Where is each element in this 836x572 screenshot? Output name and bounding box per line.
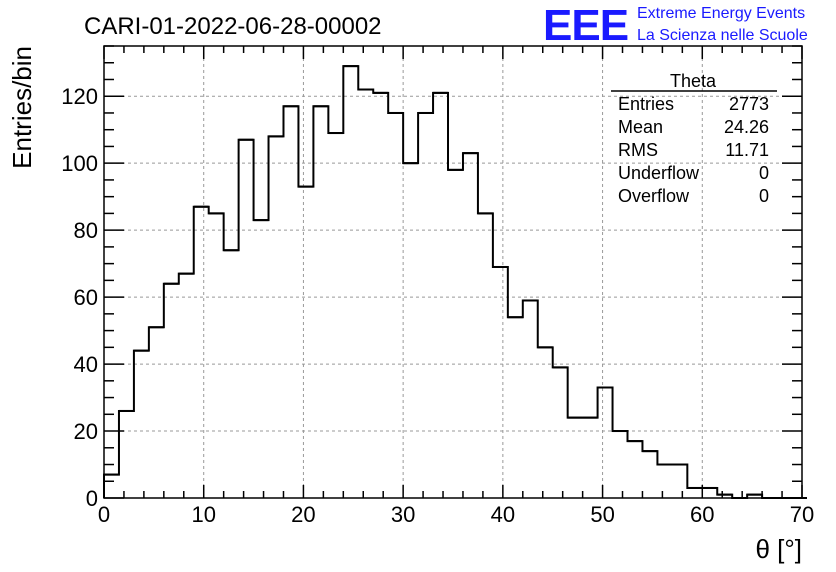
stats-label: Overflow (618, 186, 690, 206)
y-tick-label: 0 (86, 486, 98, 511)
stats-value: 24.26 (724, 117, 769, 137)
y-tick-label: 80 (74, 218, 98, 243)
plot-frame (103, 45, 803, 499)
x-axis-label: θ [°] (755, 534, 802, 564)
y-tick-label: 40 (74, 352, 98, 377)
stats-value: 0 (759, 163, 769, 183)
histogram-outline (103, 65, 807, 499)
logo-line-2: La Scienza nelle Scuole (637, 27, 808, 44)
stats-label: Underflow (618, 163, 700, 183)
x-tick-label: 40 (491, 502, 515, 527)
x-tick-label: 20 (291, 502, 315, 527)
x-tick-label: 10 (191, 502, 215, 527)
stats-value: 2773 (729, 94, 769, 114)
y-tick-labels: 0 20 40 60 80 100 120 (61, 84, 98, 511)
eee-logo: EEE Extreme Energy Events La Scienza nel… (543, 1, 808, 50)
x-tick-label: 30 (391, 502, 415, 527)
stats-box: Theta Entries 2773 Mean 24.26 RMS 11.71 Underf… (611, 71, 777, 206)
y-tick-label: 60 (74, 285, 98, 310)
logo-line-1: Extreme Energy Events (637, 5, 805, 22)
axis-ticks (103, 45, 803, 499)
stats-value: 11.71 (725, 140, 769, 160)
logo-mark: EEE (543, 1, 628, 50)
chart-title: CARI-01-2022-06-28-00002 (84, 13, 382, 40)
y-tick-label: 20 (74, 419, 98, 444)
stats-title: Theta (670, 71, 717, 91)
stats-label: Entries (618, 94, 674, 114)
x-tick-labels: 0 10 20 30 40 50 60 70 (98, 502, 814, 527)
x-tick-label: 70 (790, 502, 814, 527)
histogram (103, 65, 807, 499)
stats-label: Mean (618, 117, 663, 137)
grid (104, 46, 802, 498)
stats-label: RMS (618, 140, 658, 160)
x-tick-label: 50 (590, 502, 614, 527)
y-axis-label: Entries/bin (7, 46, 37, 169)
x-tick-label: 0 (98, 502, 110, 527)
x-tick-label: 60 (690, 502, 714, 527)
y-tick-label: 100 (61, 151, 98, 176)
stats-value: 0 (759, 186, 769, 206)
y-tick-label: 120 (61, 84, 98, 109)
